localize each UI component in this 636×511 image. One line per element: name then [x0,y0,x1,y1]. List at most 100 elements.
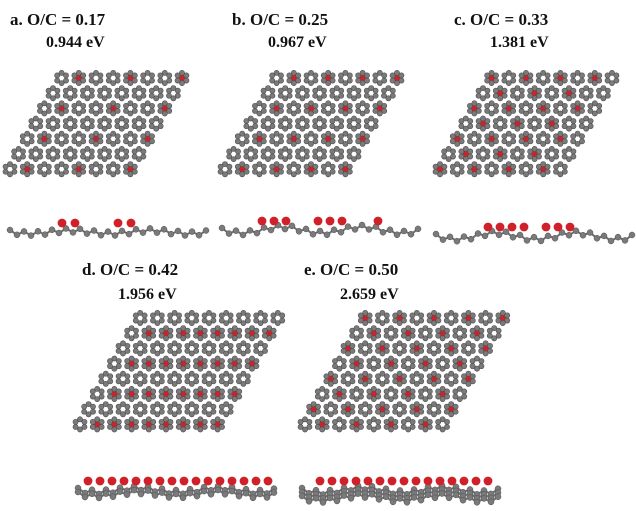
carbon-atom [536,118,542,124]
oxygen-atom [95,476,105,486]
carbon-atom [127,100,134,107]
carbon-atom [407,231,415,238]
carbon-atom [180,335,187,342]
carbon-atom [439,396,446,402]
carbon-atom [163,396,169,402]
carbon-atom [124,373,131,380]
panel-a-side-view [6,218,210,239]
carbon-atom [105,102,112,109]
carbon-atom [426,388,433,395]
carbon-atom [141,393,148,400]
carbon-atom [252,108,258,114]
carbon-atom [286,138,293,145]
carbon-atom [338,138,344,145]
carbon-atom [405,396,412,402]
carbon-atom [219,388,225,395]
carbon-atom [458,123,465,130]
carbon-atom [333,156,340,162]
carbon-atom [210,342,217,349]
carbon-atom [409,327,416,334]
carbon-atom [128,396,135,402]
carbon-atom [124,393,131,400]
carbon-atom [459,496,467,504]
carbon-atom [312,133,319,140]
carbon-atom [394,80,400,86]
carbon-atom [431,350,437,357]
carbon-atom [375,418,382,425]
carbon-atom [370,396,377,402]
carbon-atom [557,140,564,147]
carbon-atom [358,221,366,229]
carbon-atom [345,340,351,347]
carbon-atom [252,118,259,124]
carbon-atom [454,130,461,137]
carbon-atom [574,80,581,86]
carbon-atom [171,350,178,357]
carbon-atom [193,363,199,370]
carbon-atom [368,490,376,498]
carbon-atom [252,133,258,140]
carbon-atom [375,358,382,364]
carbon-atom [362,309,369,316]
carbon-atom [319,499,327,506]
carbon-atom [161,100,168,107]
carbon-atom [327,370,334,377]
carbon-atom [323,378,330,385]
carbon-atom [118,145,125,152]
carbon-atom [587,102,594,109]
carbon-atom [426,373,433,380]
carbon-atom [323,418,330,425]
carbon-atom [469,373,476,380]
carbon-atom [62,92,69,99]
carbon-atom [240,380,247,387]
carbon-atom [431,401,437,407]
carbon-atom [361,494,369,501]
carbon-atom [128,325,135,331]
carbon-atom [456,355,463,362]
carbon-atom [90,227,98,234]
carbon-atom [231,335,238,342]
carbon-atom [452,403,459,410]
carbon-atom [458,118,465,124]
carbon-atom [409,317,416,324]
carbon-atom [260,102,267,109]
carbon-atom [452,327,459,334]
carbon-atom [115,403,122,410]
carbon-atom [124,342,131,349]
carbon-atom [401,403,407,410]
carbon-atom [197,396,204,402]
carbon-atom [24,130,31,137]
carbon-atom [24,161,31,167]
carbon-atom [310,401,317,407]
carbon-atom [257,309,264,316]
oxygen-atom [203,476,213,486]
carbon-atom [201,327,208,334]
carbon-atom [566,115,572,122]
oxygen-atom [541,222,551,232]
carbon-atom [97,87,104,94]
carbon-atom [149,133,155,140]
carbon-atom [141,373,148,380]
carbon-atom [298,492,306,500]
carbon-atom [286,108,293,114]
carbon-atom [375,378,381,385]
carbon-atom [260,118,267,124]
carbon-atom [535,168,542,175]
carbon-atom [405,355,412,362]
carbon-atom [132,403,139,410]
carbon-atom [150,342,156,349]
carbon-atom [123,102,129,109]
carbon-atom [329,153,336,160]
carbon-atom [540,100,547,107]
panel-d-top-view-sheet [72,309,286,433]
carbon-atom [548,125,555,132]
carbon-atom [376,110,383,117]
carbon-atom [225,230,233,237]
carbon-atom [137,490,145,498]
carbon-atom [197,335,204,342]
carbon-atom [188,401,195,407]
carbon-atom [71,102,78,109]
carbon-atom [368,85,375,91]
carbon-atom [107,373,114,380]
carbon-atom [183,72,190,79]
